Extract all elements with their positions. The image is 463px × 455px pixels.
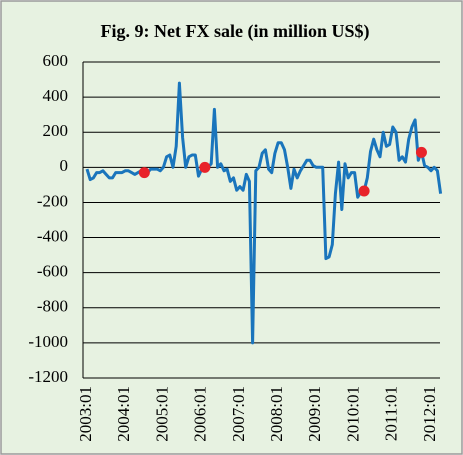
x-tick-label: 2005:01 <box>152 386 171 442</box>
x-tick-label: 2006:01 <box>191 386 210 442</box>
x-tick-label: 2004:01 <box>114 386 133 442</box>
marker <box>415 146 427 158</box>
y-tick-label: -800 <box>37 297 68 316</box>
x-tick-label: 2010:01 <box>343 386 362 442</box>
chart-title: Fig. 9: Net FX sale (in million US$) <box>101 21 370 42</box>
x-tick-label: 2003:01 <box>76 386 95 442</box>
x-tick-label: 2012:01 <box>420 386 439 442</box>
y-tick-label: 400 <box>43 86 69 105</box>
y-tick-label: 600 <box>43 51 69 70</box>
y-tick-label: -1000 <box>28 332 68 351</box>
y-tick-label: 200 <box>43 121 69 140</box>
x-tick-label: 2009:01 <box>305 386 324 442</box>
x-tick-label: 2008:01 <box>267 386 286 442</box>
y-tick-label: -1200 <box>28 367 68 386</box>
x-tick-label: 2007:01 <box>229 386 248 442</box>
marker <box>358 185 370 197</box>
marker <box>199 161 211 173</box>
marker <box>138 167 150 179</box>
y-tick-label: -400 <box>37 226 68 245</box>
y-tick-label: -200 <box>37 191 68 210</box>
x-tick-label: 2011:01 <box>382 386 401 441</box>
y-tick-label: 0 <box>60 156 69 175</box>
y-tick-label: -600 <box>37 262 68 281</box>
